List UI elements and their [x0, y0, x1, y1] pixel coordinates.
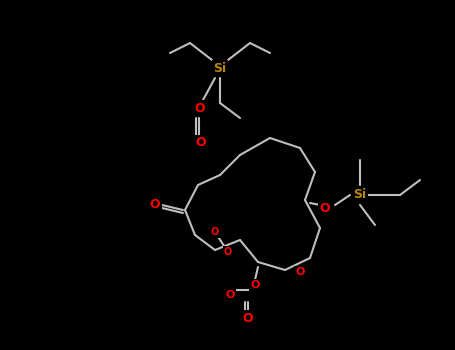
Text: O: O — [295, 267, 305, 277]
Text: Si: Si — [213, 62, 227, 75]
Text: O: O — [224, 247, 232, 257]
Text: O: O — [250, 280, 260, 290]
Text: O: O — [150, 198, 160, 211]
Text: O: O — [195, 102, 205, 114]
Text: O: O — [211, 227, 219, 237]
Text: O: O — [196, 136, 206, 149]
Text: O: O — [320, 202, 330, 215]
Text: Si: Si — [354, 189, 367, 202]
Text: O: O — [225, 290, 235, 300]
Text: O: O — [243, 312, 253, 324]
